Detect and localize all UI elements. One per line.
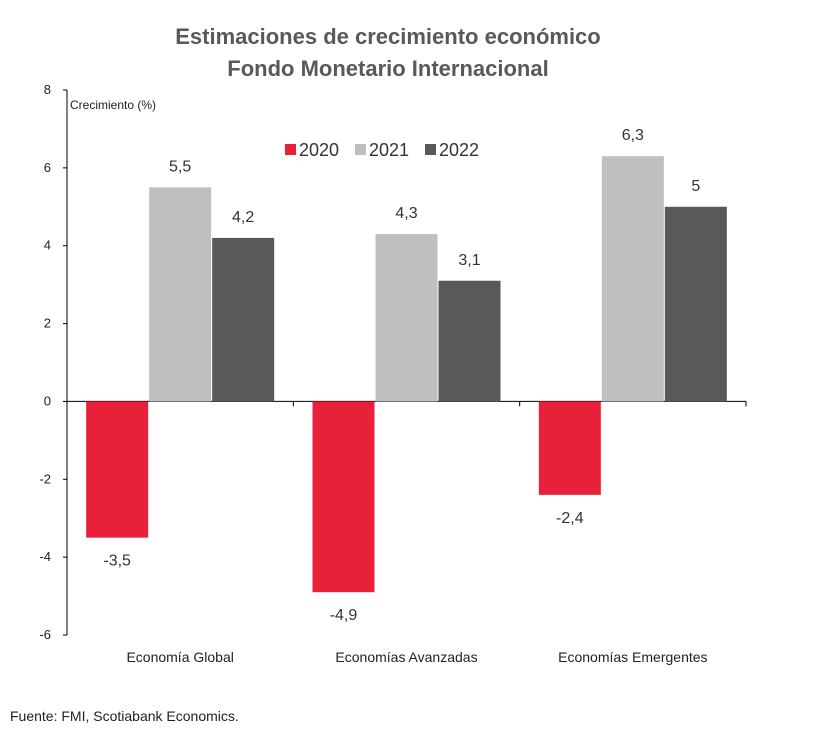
y-tick-label: -6 <box>39 627 51 642</box>
legend-label-2021: 2021 <box>369 140 409 160</box>
data-label: 4,2 <box>232 209 254 226</box>
legend-label-2022: 2022 <box>439 140 479 160</box>
y-tick-label: 0 <box>44 393 51 408</box>
y-tick-label: 4 <box>44 238 51 253</box>
bar-2020-3 <box>538 401 601 495</box>
data-label: 4,3 <box>395 205 417 222</box>
data-label: -2,4 <box>556 510 584 527</box>
data-label: 5 <box>691 178 700 195</box>
y-tick-label: -4 <box>39 549 51 564</box>
bar-2022-3 <box>664 206 727 402</box>
y-axis-label: Crecimiento (%) <box>70 98 156 112</box>
chart-subtitle: Fondo Monetario Internacional <box>227 56 548 81</box>
chart-title: Estimaciones de crecimiento económico <box>175 24 600 49</box>
x-tick-label: Economías Avanzadas <box>335 649 477 665</box>
data-label: 6,3 <box>622 127 644 144</box>
legend-label-2020: 2020 <box>299 140 339 160</box>
data-label: 5,5 <box>169 158 191 175</box>
x-tick-label: Economías Emergentes <box>558 649 707 665</box>
bar-2020-2 <box>312 401 375 593</box>
legend: 2020 2021 2022 <box>285 140 479 160</box>
bar-2022-2 <box>438 280 501 402</box>
y-tick-label: -2 <box>39 471 51 486</box>
y-tick-label: 8 <box>44 82 51 97</box>
y-tick-label: 6 <box>44 160 51 175</box>
data-label: 3,1 <box>458 252 480 269</box>
bar-2021-2 <box>375 234 438 402</box>
bar-2022-1 <box>212 237 275 402</box>
y-tick-label: 2 <box>44 316 51 331</box>
legend-swatch-2022 <box>425 144 436 155</box>
x-tick-label: Economía Global <box>126 649 233 665</box>
chart: Estimaciones de crecimiento económico Fo… <box>39 24 747 665</box>
legend-swatch-2021 <box>355 144 366 155</box>
data-label: -4,9 <box>330 607 358 624</box>
source-note: Fuente: FMI, Scotiabank Economics. <box>10 708 239 724</box>
bars: -3,5 5,5 4,2 Economía Global -4,9 4,3 3,1 Econo… <box>86 127 727 665</box>
legend-swatch-2020 <box>285 144 296 155</box>
bar-2020-1 <box>86 401 149 538</box>
data-label: -3,5 <box>103 553 131 570</box>
bar-2021-3 <box>601 156 664 402</box>
bar-2021-1 <box>149 187 212 402</box>
